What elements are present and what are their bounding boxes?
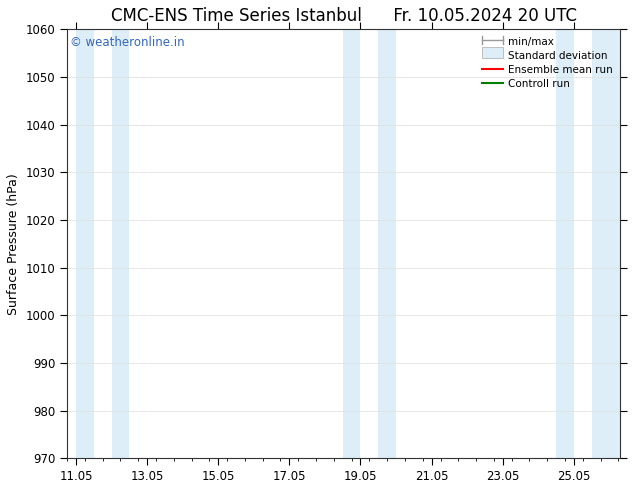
Y-axis label: Surface Pressure (hPa): Surface Pressure (hPa) [7, 173, 20, 315]
Title: CMC-ENS Time Series Istanbul      Fr. 10.05.2024 20 UTC: CMC-ENS Time Series Istanbul Fr. 10.05.2… [110, 7, 576, 25]
Bar [76, 29, 94, 458]
Legend: min/max, Standard deviation, Ensemble mean run, Controll run: min/max, Standard deviation, Ensemble me… [478, 32, 617, 94]
Bar [556, 29, 574, 458]
Bar [378, 29, 396, 458]
Text: © weatheronline.in: © weatheronline.in [70, 36, 184, 49]
Bar [343, 29, 361, 458]
Bar [112, 29, 129, 458]
Bar [592, 29, 620, 458]
